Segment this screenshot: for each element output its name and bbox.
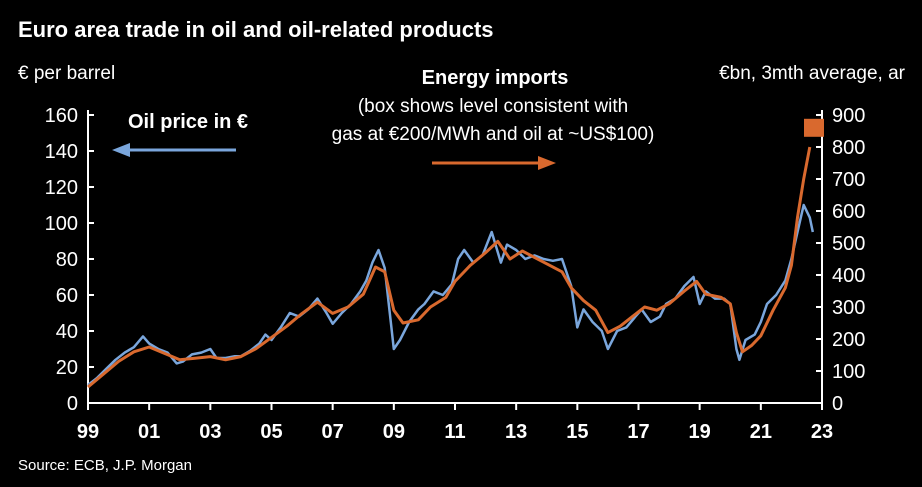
- left-tick-label: 140: [45, 141, 78, 163]
- oil-price-arrow-head: [112, 143, 130, 157]
- right-axis-ticks: 0 100 200 300 400 500 600 700 800 900: [816, 105, 865, 415]
- x-tick-label: 03: [199, 421, 221, 443]
- right-axis-label: €bn, 3mth average, ar: [719, 63, 906, 84]
- right-tick-label: 400: [832, 265, 865, 287]
- left-tick-label: 0: [67, 393, 78, 415]
- x-tick-label: 15: [566, 421, 588, 443]
- x-tick-label: 13: [505, 421, 527, 443]
- left-axis-label: € per barrel: [18, 63, 115, 84]
- x-tick-label: 05: [260, 421, 282, 443]
- x-tick-label: 07: [322, 421, 344, 443]
- left-tick-label: 40: [56, 321, 78, 343]
- right-tick-label: 900: [832, 105, 865, 127]
- energy-note-line-1: (box shows level consistent with: [358, 96, 628, 117]
- right-tick-label: 600: [832, 201, 865, 223]
- left-tick-label: 20: [56, 357, 78, 379]
- left-tick-label: 120: [45, 177, 78, 199]
- x-tick-label: 19: [689, 421, 711, 443]
- right-tick-label: 0: [832, 393, 843, 415]
- x-tick-label: 21: [750, 421, 772, 443]
- chart-title: Euro area trade in oil and oil-related p…: [18, 17, 494, 42]
- x-tick-label: 09: [383, 421, 405, 443]
- left-tick-label: 100: [45, 213, 78, 235]
- right-tick-label: 800: [832, 137, 865, 159]
- right-tick-label: 100: [832, 361, 865, 383]
- oil-price-label: Oil price in €: [128, 111, 248, 133]
- right-tick-label: 200: [832, 329, 865, 351]
- energy-note-line-2: gas at €200/MWh and oil at ~US$100): [332, 124, 655, 145]
- left-axis-ticks: 0 20 40 60 80 100 120 140 160: [45, 105, 94, 415]
- x-tick-label: 11: [444, 421, 465, 443]
- x-axis-ticks: 99 01 03 05 07 09 11 13 15 17 19 21 23: [77, 403, 833, 443]
- target-level-box: [804, 118, 824, 137]
- energy-imports-arrow-head: [538, 156, 556, 170]
- left-tick-label: 80: [56, 249, 78, 271]
- x-tick-label: 17: [627, 421, 649, 443]
- right-tick-label: 500: [832, 233, 865, 255]
- source-note: Source: ECB, J.P. Morgan: [18, 457, 192, 474]
- right-tick-label: 300: [832, 297, 865, 319]
- right-tick-label: 700: [832, 169, 865, 191]
- x-tick-label: 99: [77, 421, 99, 443]
- x-tick-label: 01: [138, 421, 160, 443]
- x-tick-label: 23: [811, 421, 833, 443]
- energy-imports-label: Energy imports: [422, 67, 569, 89]
- left-tick-label: 160: [45, 105, 78, 127]
- left-tick-label: 60: [56, 285, 78, 307]
- series-energy-imports: [87, 146, 812, 389]
